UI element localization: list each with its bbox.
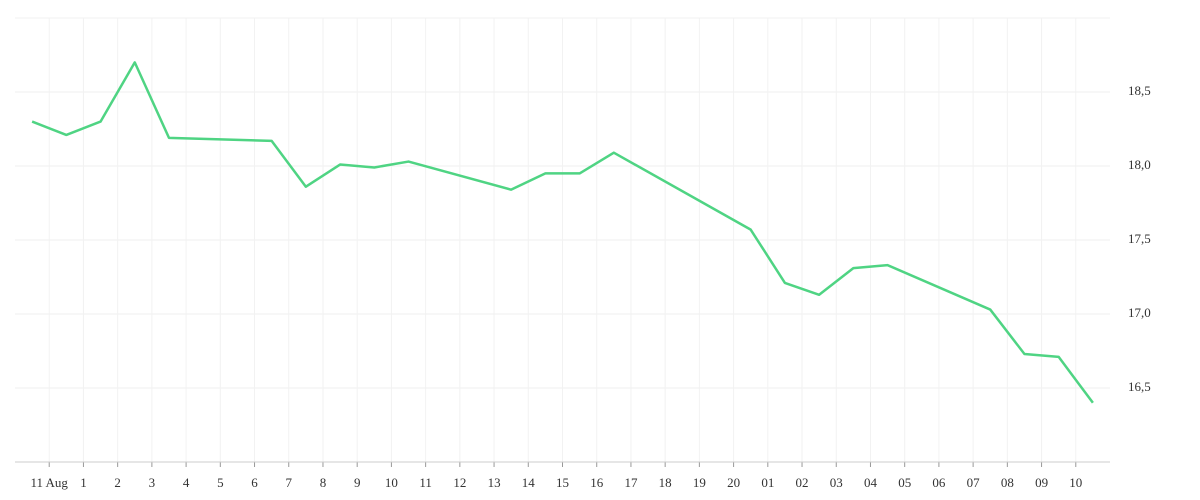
x-tick-label: 10 [1069, 475, 1082, 490]
line [31, 61, 1094, 404]
x-tick-label: 12 [453, 475, 466, 490]
x-tick-label: 7 [286, 475, 293, 490]
x-tick-label: 07 [967, 475, 981, 490]
x-tick-label: 13 [488, 475, 501, 490]
x-tick-label: 5 [217, 475, 224, 490]
x-tick-label: 2 [114, 475, 121, 490]
x-tick-label: 4 [183, 475, 190, 490]
x-tick-label: 3 [149, 475, 156, 490]
x-tick-label: 17 [624, 475, 638, 490]
x-tick-label: 11 Aug [30, 475, 68, 490]
x-tick-label: 19 [693, 475, 706, 490]
x-tick-label: 11 [419, 475, 432, 490]
y-tick-label: 17,5 [1128, 231, 1151, 246]
y-tick-label: 17,0 [1128, 305, 1151, 320]
x-tick-label: 05 [898, 475, 911, 490]
x-tick-label: 03 [830, 475, 843, 490]
x-tick-label: 16 [590, 475, 604, 490]
x-tick-label: 09 [1035, 475, 1048, 490]
y-tick-label: 16,5 [1128, 379, 1151, 394]
x-tick-label: 15 [556, 475, 569, 490]
x-tick-label: 10 [385, 475, 398, 490]
x-tick-label: 6 [251, 475, 258, 490]
y-tick-label: 18,0 [1128, 157, 1151, 172]
x-tick-label: 02 [796, 475, 809, 490]
x-tick-label: 9 [354, 475, 361, 490]
x-tick-label: 01 [761, 475, 774, 490]
y-tick-label: 18,5 [1128, 83, 1151, 98]
x-tick-label: 18 [659, 475, 672, 490]
x-tick-label: 06 [932, 475, 946, 490]
x-tick-label: 20 [727, 475, 740, 490]
x-tick-label: 1 [80, 475, 87, 490]
x-tick-label: 08 [1001, 475, 1014, 490]
x-tick-label: 04 [864, 475, 878, 490]
x-tick-label: 8 [320, 475, 327, 490]
x-tick-label: 14 [522, 475, 536, 490]
